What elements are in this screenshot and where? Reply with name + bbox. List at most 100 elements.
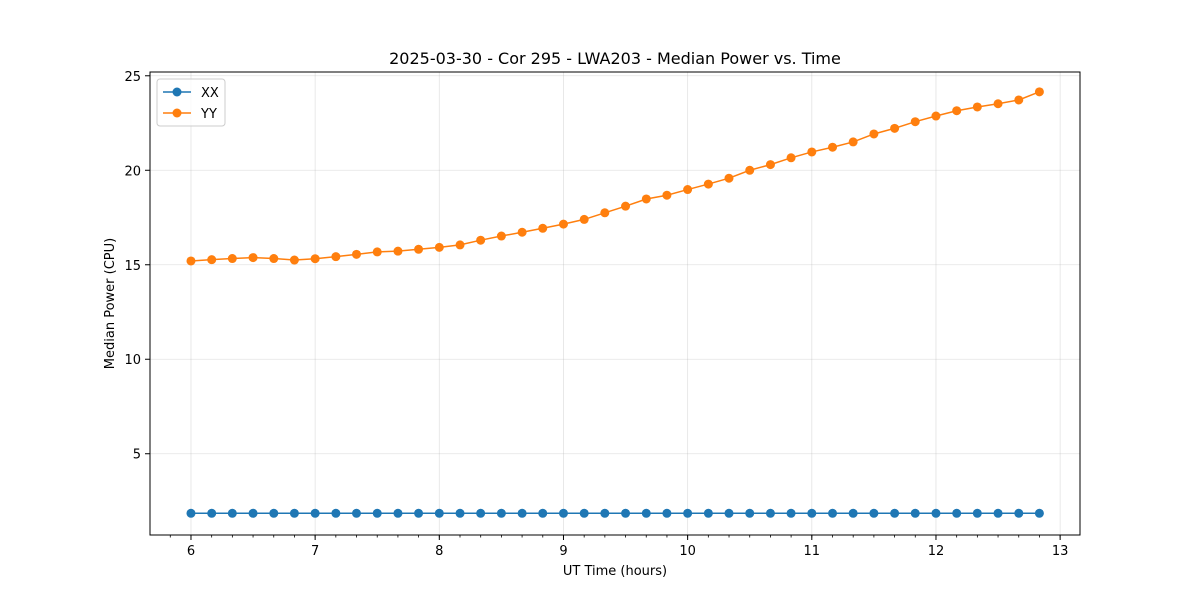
series-xx-point <box>724 508 734 518</box>
series-xx-point <box>434 508 444 518</box>
legend-xx-marker <box>172 87 182 97</box>
series-yy-point <box>972 102 982 112</box>
series-layer <box>186 87 1044 518</box>
chart-title: 2025-03-30 - Cor 295 - LWA203 - Median P… <box>389 49 841 68</box>
legend-yy-label: YY <box>200 107 217 122</box>
series-yy-point <box>786 153 796 163</box>
series-yy-point <box>372 247 382 257</box>
legend: XX YY <box>156 78 226 127</box>
series-yy-point <box>621 201 631 211</box>
series-xx-point <box>993 508 1003 518</box>
series-yy-point <box>1034 87 1044 97</box>
legend-xx-label: XX <box>201 86 219 101</box>
y-tick-label: 25 <box>124 70 141 85</box>
series-xx-point <box>745 508 755 518</box>
series-xx-point <box>600 508 610 518</box>
series-xx-point <box>517 508 527 518</box>
x-tick-label: 11 <box>804 544 821 559</box>
series-xx-point <box>807 508 817 518</box>
x-tick-label: 8 <box>435 544 443 559</box>
series-xx-point <box>579 508 589 518</box>
series-yy-point <box>848 137 858 147</box>
series-xx-point <box>828 508 838 518</box>
series-yy-point <box>558 219 568 229</box>
series-xx-point <box>538 508 548 518</box>
grid-layer <box>150 72 1080 535</box>
x-axis-label: UT Time (hours) <box>563 564 667 579</box>
series-xx-point <box>310 508 320 518</box>
series-yy-point <box>186 256 196 266</box>
series-xx-point <box>786 508 796 518</box>
series-xx-point <box>476 508 486 518</box>
y-tick-label: 20 <box>124 164 141 179</box>
series-xx-point <box>186 508 196 518</box>
series-yy-point <box>289 255 299 265</box>
series-xx-point <box>227 508 237 518</box>
series-xx-point <box>207 508 217 518</box>
series-yy-point <box>890 123 900 133</box>
series-yy-point <box>683 185 693 195</box>
series-xx-point <box>289 508 299 518</box>
legend-yy-marker <box>172 108 182 118</box>
series-xx-point <box>496 508 506 518</box>
series-yy-point <box>310 254 320 264</box>
x-tick-label: 6 <box>187 544 195 559</box>
series-yy-point <box>869 129 879 139</box>
series-xx-point <box>621 508 631 518</box>
y-axis-label: Median Power (CPU) <box>103 238 118 369</box>
series-yy-point <box>910 117 920 127</box>
series-xx-point <box>372 508 382 518</box>
series-xx-point <box>869 508 879 518</box>
series-xx-point <box>351 508 361 518</box>
series-xx-point <box>683 508 693 518</box>
series-yy-point <box>703 179 713 189</box>
series-yy-point <box>351 249 361 259</box>
series-xx-point <box>414 508 424 518</box>
series-xx-point <box>662 508 672 518</box>
series-xx-point <box>558 508 568 518</box>
series-yy-point <box>765 160 775 170</box>
series-xx-point <box>1014 508 1024 518</box>
series-yy-point <box>600 208 610 218</box>
series-xx-point <box>248 508 258 518</box>
y-tick-label: 10 <box>124 353 141 368</box>
series-xx-point <box>641 508 651 518</box>
series-xx-point <box>890 508 900 518</box>
series-yy-point <box>724 173 734 183</box>
series-yy-point <box>331 252 341 262</box>
series-xx-point <box>269 508 279 518</box>
x-tick-label: 10 <box>679 544 696 559</box>
series-yy-point <box>476 235 486 245</box>
series-xx-point <box>393 508 403 518</box>
series-xx-point <box>952 508 962 518</box>
series-xx-point <box>848 508 858 518</box>
x-tick-label: 7 <box>311 544 319 559</box>
series-yy-point <box>807 147 817 157</box>
series-xx-point <box>703 508 713 518</box>
x-tick-label: 9 <box>559 544 567 559</box>
series-xx-point <box>455 508 465 518</box>
series-xx-point <box>972 508 982 518</box>
y-tick-label: 5 <box>133 448 141 463</box>
series-yy-point <box>393 246 403 256</box>
x-tick-label: 12 <box>928 544 945 559</box>
series-xx-point <box>1034 508 1044 518</box>
series-yy-point <box>538 223 548 233</box>
series-yy-point <box>434 242 444 252</box>
series-yy-point <box>952 106 962 116</box>
series-yy-point <box>579 214 589 224</box>
series-yy-point <box>828 142 838 152</box>
series-yy-point <box>496 231 506 241</box>
series-yy-point <box>662 190 672 200</box>
series-xx-point <box>765 508 775 518</box>
series-xx-point <box>910 508 920 518</box>
tick-layer: 6 7 8 9 10 11 12 13 5 10 15 20 25 <box>124 70 1068 559</box>
x-tick-label: 13 <box>1052 544 1069 559</box>
y-tick-label: 15 <box>124 259 141 274</box>
series-yy-point <box>414 244 424 254</box>
series-yy-point <box>1014 95 1024 105</box>
series-yy-point <box>641 194 651 204</box>
series-yy-point <box>931 111 941 121</box>
series-yy-point <box>455 240 465 250</box>
